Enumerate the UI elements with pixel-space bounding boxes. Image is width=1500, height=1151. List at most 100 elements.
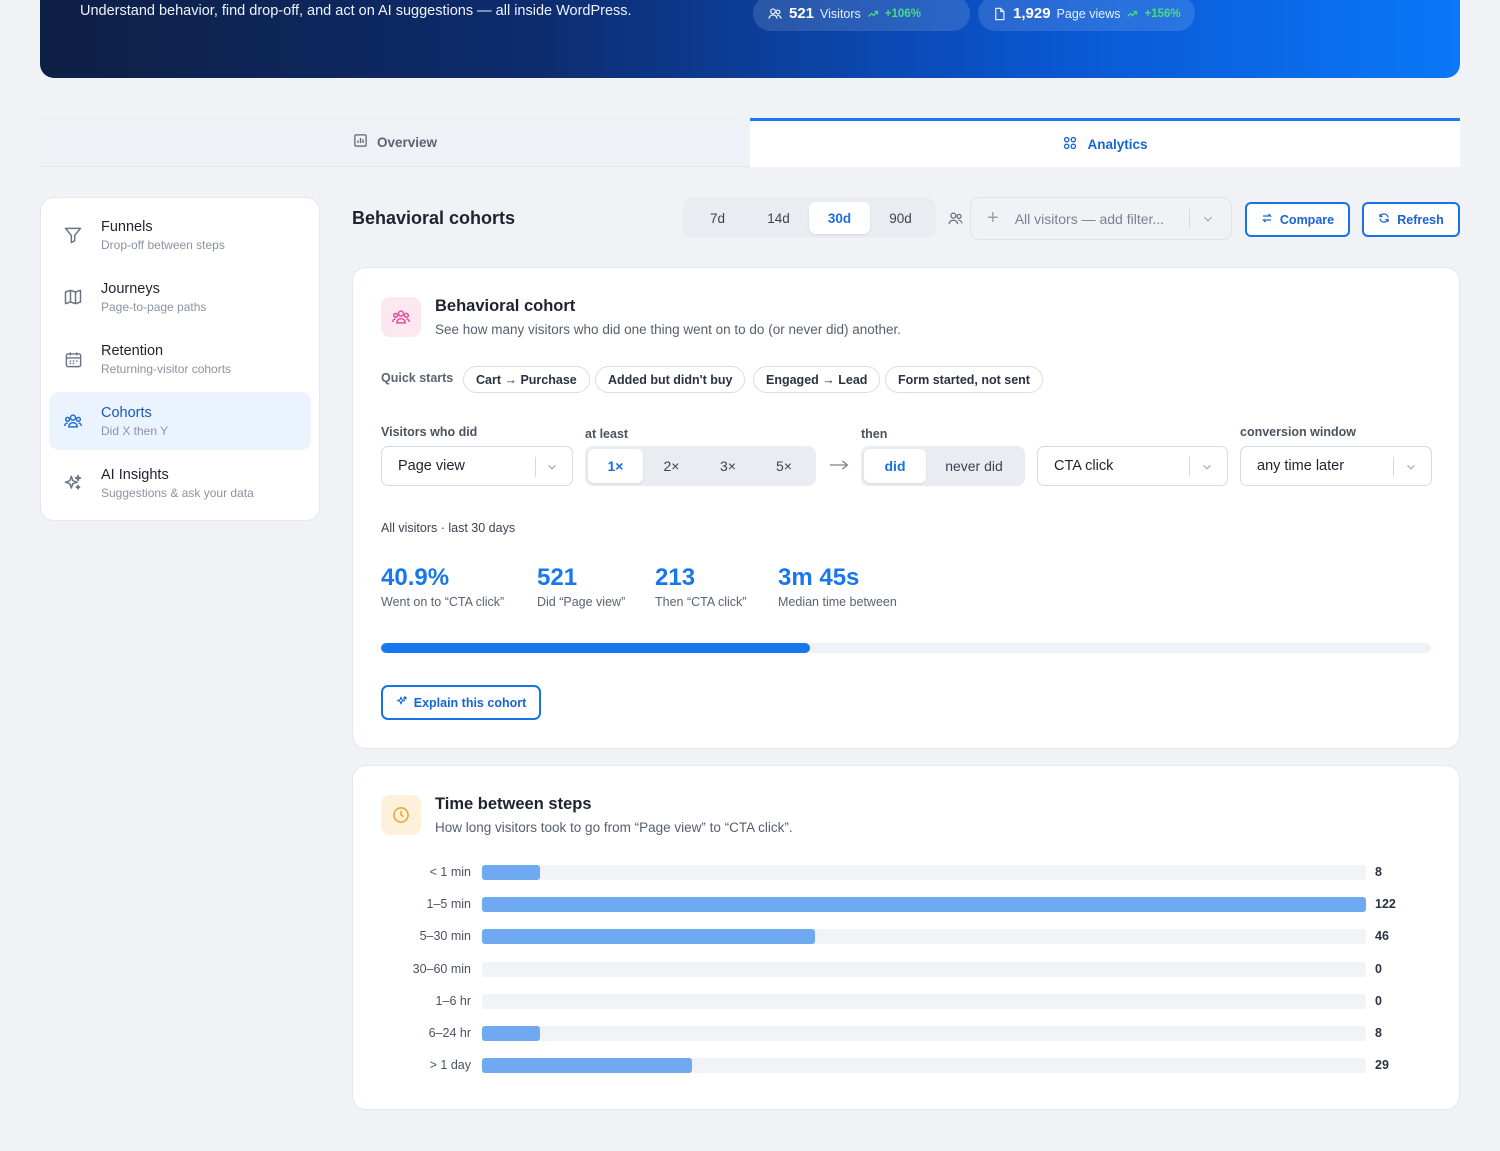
explain-cohort-label: Explain this cohort <box>413 695 527 710</box>
quick-start-engaged-lead[interactable]: Engaged → Lead <box>753 366 881 393</box>
time-bucket-track <box>482 1058 1366 1074</box>
time-bucket-row: 1–6 hr 0 <box>381 993 1411 1011</box>
tab-analytics[interactable]: Analytics <box>750 118 1460 167</box>
tab-analytics-label: Analytics <box>1087 136 1148 152</box>
then-selector: did never did <box>861 446 1025 486</box>
chevron-down-icon <box>1200 460 1214 478</box>
refresh-icon <box>1378 212 1390 227</box>
then-did[interactable]: did <box>864 449 926 483</box>
sidebar-item-desc: Drop-off between steps <box>101 237 225 252</box>
time-bucket-value: 0 <box>1375 993 1382 1008</box>
page-title: Behavioral cohorts <box>352 208 516 228</box>
divider <box>1393 457 1394 477</box>
explain-cohort-button[interactable]: Explain this cohort <box>381 685 541 720</box>
cohort-people-icon <box>381 297 421 337</box>
swap-icon <box>1261 212 1273 227</box>
divider <box>1189 457 1190 477</box>
count-2x[interactable]: 2× <box>663 458 680 474</box>
first-event-select[interactable]: Page view <box>381 446 573 486</box>
sidebar-item-journeys[interactable]: Journeys Page-to-page paths <box>49 268 311 326</box>
time-bucket-value: 8 <box>1375 865 1382 879</box>
stat-conversion-label: Went on to “CTA click” <box>381 595 505 609</box>
pageviews-trend: +156% <box>1144 7 1181 20</box>
time-bucket-row: 30–60 min 0 <box>381 961 1411 979</box>
refresh-button[interactable]: Refresh <box>1362 202 1460 237</box>
sidebar-item-desc: Page-to-page paths <box>101 299 207 314</box>
time-bucket-label: < 1 min <box>429 865 471 879</box>
cohort-scope: All visitors · last 30 days <box>381 521 516 535</box>
tab-overview[interactable]: Overview <box>40 118 750 167</box>
time-bucket-bar <box>482 1026 540 1041</box>
time-between-card: Time between steps How long visitors too… <box>352 765 1460 1110</box>
time-between-description: How long visitors took to go from “Page … <box>435 820 793 835</box>
quick-start-added-not-bought[interactable]: Added but didn't buy <box>595 366 746 393</box>
range-7d[interactable]: 7d <box>709 210 726 226</box>
sidebar: Funnels Drop-off between steps Journeys … <box>40 197 320 521</box>
stat-did-label: Did “Page view” <box>537 595 626 609</box>
stat-median-label: Median time between <box>778 595 897 609</box>
chart-icon <box>353 133 368 151</box>
time-bucket-value: 8 <box>1375 1026 1382 1040</box>
sidebar-item-funnels[interactable]: Funnels Drop-off between steps <box>49 206 311 264</box>
grid-icon <box>1062 135 1078 154</box>
time-bucket-label: > 1 day <box>429 1058 471 1073</box>
time-bucket-bar <box>482 929 816 945</box>
quick-start-cart-purchase[interactable]: Cart → Purchase <box>463 366 590 393</box>
stat-then-label: Then “CTA click” <box>655 595 747 609</box>
cohort-card: Behavioral cohort See how many visitors … <box>352 267 1460 749</box>
then-label: then <box>861 427 888 441</box>
segment-icon <box>947 210 964 232</box>
count-5x[interactable]: 5× <box>776 458 792 474</box>
stat-did-value: 521 <box>537 564 578 591</box>
conversion-window-select[interactable]: any time later <box>1240 446 1432 486</box>
cohort-title: Behavioral cohort <box>435 297 576 315</box>
time-bucket-track <box>482 961 1366 977</box>
time-bucket-value: 122 <box>1375 897 1396 912</box>
hero-banner: Understand behavior, find drop-off, and … <box>40 0 1460 78</box>
chevron-down-icon <box>1201 212 1215 229</box>
time-between-title: Time between steps <box>435 795 592 813</box>
time-bucket-track <box>482 865 1366 880</box>
count-3x[interactable]: 3× <box>720 458 736 474</box>
conversion-progress-fill <box>381 643 811 653</box>
time-bucket-bar <box>482 1058 693 1074</box>
second-event-select[interactable]: CTA click <box>1037 446 1228 486</box>
time-bucket-track <box>482 993 1366 1009</box>
quick-start-form-started[interactable]: Form started, not sent <box>885 366 1043 393</box>
range-14d[interactable]: 14d <box>767 210 790 226</box>
range-30d[interactable]: 30d <box>809 202 870 234</box>
time-bucket-track <box>482 929 1366 945</box>
document-icon <box>992 6 1007 22</box>
arrow-right-icon <box>829 456 849 477</box>
occurrence-count-selector: 1× 2× 3× 5× <box>585 446 816 486</box>
sidebar-item-title: Journeys <box>101 280 160 297</box>
sidebar-item-ai-insights[interactable]: AI Insights Suggestions & ask your data <box>49 454 311 512</box>
sidebar-item-title: Cohorts <box>101 404 152 421</box>
sidebar-item-retention[interactable]: Retention Returning-visitor cohorts <box>49 330 311 388</box>
trend-up-icon <box>1126 8 1138 20</box>
compare-label: Compare <box>1279 212 1335 227</box>
tab-overview-label: Overview <box>376 134 438 150</box>
visitors-who-did-label: Visitors who did <box>381 425 478 439</box>
sidebar-item-desc: Did X then Y <box>101 423 169 438</box>
sidebar-item-cohorts[interactable]: Cohorts Did X then Y <box>49 392 311 450</box>
hero-subtitle: Understand behavior, find drop-off, and … <box>80 3 632 19</box>
time-bucket-value: 0 <box>1375 961 1382 976</box>
time-bucket-row: 6–24 hr 8 <box>381 1025 1411 1043</box>
time-bucket-bar <box>482 897 1366 913</box>
map-icon <box>63 287 83 307</box>
calendar-icon <box>63 349 83 369</box>
count-1x[interactable]: 1× <box>588 449 643 483</box>
conversion-window-value: any time later <box>1257 458 1345 474</box>
compare-button[interactable]: Compare <box>1245 202 1350 237</box>
sparkles-icon <box>63 473 83 493</box>
range-90d[interactable]: 90d <box>889 210 912 226</box>
visitor-filter-select[interactable]: + All visitors — add filter... <box>970 197 1232 240</box>
sidebar-item-title: Funnels <box>101 218 153 235</box>
at-least-label: at least <box>585 427 629 441</box>
time-bucket-bar <box>482 865 540 880</box>
refresh-label: Refresh <box>1397 212 1444 227</box>
time-bucket-label: 30–60 min <box>412 961 471 976</box>
then-never-did[interactable]: never did <box>945 458 1003 474</box>
trend-up-icon <box>867 8 879 20</box>
